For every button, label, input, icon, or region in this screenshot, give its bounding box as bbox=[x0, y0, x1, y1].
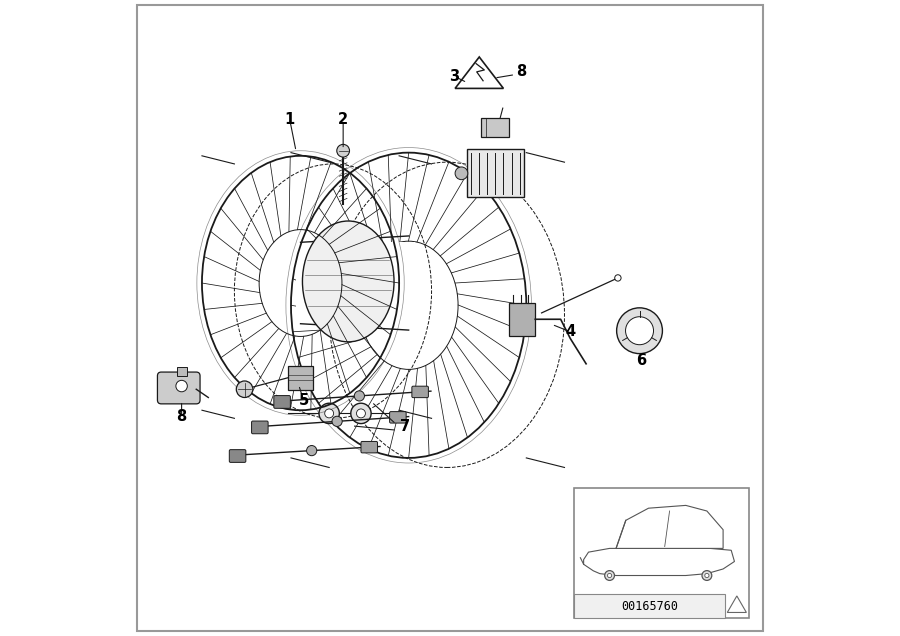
FancyBboxPatch shape bbox=[361, 441, 377, 453]
Circle shape bbox=[325, 409, 334, 418]
Circle shape bbox=[356, 409, 365, 418]
Bar bbox=[508, 303, 536, 336]
Circle shape bbox=[616, 308, 662, 354]
FancyBboxPatch shape bbox=[252, 421, 268, 434]
Text: 7: 7 bbox=[400, 418, 410, 434]
Text: 6: 6 bbox=[635, 353, 646, 368]
Circle shape bbox=[705, 574, 709, 577]
Circle shape bbox=[237, 381, 253, 398]
Circle shape bbox=[307, 445, 317, 455]
Circle shape bbox=[608, 574, 612, 577]
FancyBboxPatch shape bbox=[230, 450, 246, 462]
Circle shape bbox=[455, 167, 468, 179]
Text: 3: 3 bbox=[449, 69, 460, 84]
Circle shape bbox=[626, 317, 653, 345]
Text: 5: 5 bbox=[299, 393, 309, 408]
FancyBboxPatch shape bbox=[412, 386, 428, 398]
Circle shape bbox=[702, 570, 712, 581]
Bar bbox=[466, 149, 524, 197]
Bar bbox=[176, 367, 186, 376]
Bar bbox=[295, 242, 415, 324]
Circle shape bbox=[605, 570, 615, 581]
Text: 4: 4 bbox=[566, 324, 576, 340]
Circle shape bbox=[176, 380, 187, 392]
Circle shape bbox=[351, 403, 371, 424]
Text: 2: 2 bbox=[338, 112, 348, 127]
Bar bbox=[574, 488, 749, 618]
Text: 8: 8 bbox=[176, 409, 186, 424]
Text: 8: 8 bbox=[516, 64, 526, 80]
FancyBboxPatch shape bbox=[390, 411, 406, 423]
Circle shape bbox=[319, 403, 339, 424]
Polygon shape bbox=[583, 548, 734, 576]
FancyBboxPatch shape bbox=[274, 396, 291, 408]
Bar bbox=[288, 366, 313, 390]
Ellipse shape bbox=[302, 221, 394, 342]
Circle shape bbox=[332, 416, 342, 426]
Text: 1: 1 bbox=[284, 112, 295, 127]
Circle shape bbox=[615, 275, 621, 281]
Bar bbox=[574, 594, 725, 618]
Text: 00165760: 00165760 bbox=[621, 600, 678, 612]
Bar bbox=[481, 118, 509, 137]
Circle shape bbox=[355, 391, 365, 401]
Circle shape bbox=[337, 144, 349, 157]
FancyBboxPatch shape bbox=[158, 372, 200, 404]
Polygon shape bbox=[616, 506, 723, 548]
